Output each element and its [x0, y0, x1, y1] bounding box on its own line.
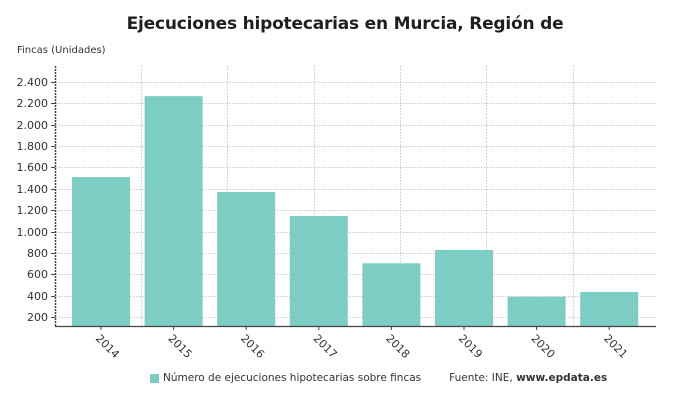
legend: Número de ejecuciones hipotecarias sobre…: [150, 372, 607, 384]
y-tick-label: 1.000: [17, 226, 49, 239]
bar-series: [72, 96, 639, 326]
bar-2014: [72, 177, 130, 326]
x-tick-label: 2016: [238, 332, 267, 361]
source-prefix: Fuente: INE,: [449, 372, 517, 384]
x-axis-tick-labels: 2014 2015 2016 2017 2018 2019 2020 2021: [93, 326, 630, 361]
y-tick-label: 2.200: [17, 97, 49, 110]
bar-2018: [362, 263, 421, 326]
x-tick-label: 2021: [601, 332, 630, 361]
y-tick-label: 800: [27, 247, 48, 260]
legend-series-label: Número de ejecuciones hipotecarias sobre…: [163, 372, 422, 384]
source-site: www.epdata.es: [516, 372, 608, 384]
bar-2020: [507, 296, 566, 326]
y-tick-label: 2.000: [17, 119, 49, 132]
source-credit: Fuente: INE, www.epdata.es: [449, 372, 607, 384]
y-tick-label: 1.600: [17, 161, 49, 174]
bar-2019: [435, 249, 493, 326]
vertical-gridlines: [141, 66, 574, 326]
y-axis-unit-label: Fincas (Unidades): [17, 45, 106, 56]
x-tick-label: 2015: [165, 332, 194, 361]
y-axis-tick-labels: 200 400 600 800 1.000 1.200 1.400 1.600 1.800 2.0…: [17, 76, 55, 324]
y-tick-label: 1.200: [17, 204, 49, 217]
x-tick-label: 2017: [311, 332, 340, 361]
bar-2017: [289, 215, 348, 326]
bar-2015: [144, 96, 203, 326]
y-tick-label: 600: [27, 268, 48, 281]
chart-title: Ejecuciones hipotecarias en Murcia, Regi…: [126, 14, 564, 34]
y-tick-label: 2.400: [17, 76, 49, 89]
legend-swatch-icon: [150, 373, 159, 383]
bar-2016: [217, 192, 276, 326]
y-tick-label: 200: [27, 311, 48, 324]
bar-2021: [580, 291, 639, 326]
x-tick-label: 2020: [528, 332, 557, 361]
x-tick-label: 2014: [93, 332, 122, 361]
y-tick-label: 400: [27, 290, 48, 303]
y-tick-label: 1.400: [17, 183, 49, 196]
x-tick-label: 2018: [383, 332, 412, 361]
x-tick-label: 2019: [456, 332, 485, 361]
axes: [54, 66, 656, 328]
y-tick-label: 1.800: [17, 140, 49, 153]
